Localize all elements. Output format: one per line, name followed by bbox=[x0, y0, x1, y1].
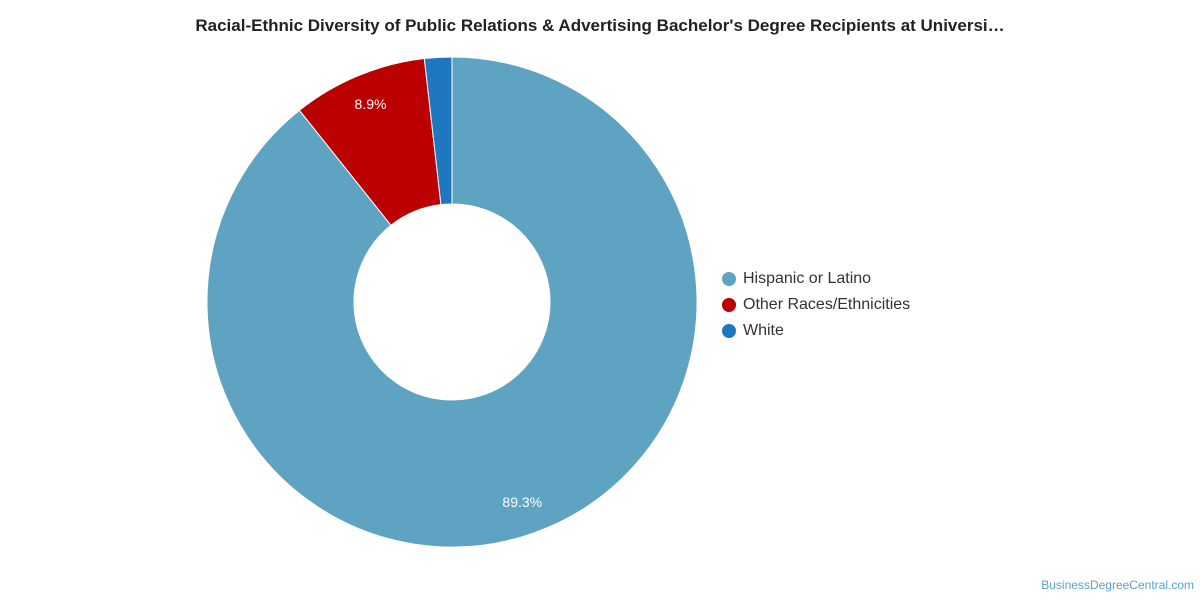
data-label-other-races-ethnicities: 8.9% bbox=[355, 96, 387, 112]
legend-label-hispanic-or-latino: Hispanic or Latino bbox=[743, 270, 872, 287]
source-watermark[interactable]: BusinessDegreeCentral.com bbox=[1041, 578, 1194, 592]
legend-swatch-other-races-ethnicities bbox=[722, 298, 736, 312]
legend-item-hispanic-or-latino[interactable]: Hispanic or Latino bbox=[722, 266, 910, 292]
legend: Hispanic or Latino Other Races/Ethniciti… bbox=[722, 266, 910, 344]
legend-item-white[interactable]: White bbox=[722, 318, 910, 344]
data-label-hispanic-or-latino: 89.3% bbox=[502, 494, 542, 510]
legend-label-white: White bbox=[743, 322, 784, 339]
legend-swatch-white bbox=[722, 324, 736, 338]
legend-item-other-races-ethnicities[interactable]: Other Races/Ethnicities bbox=[722, 292, 910, 318]
slice-white[interactable] bbox=[423, 56, 453, 206]
legend-label-other-races-ethnicities: Other Races/Ethnicities bbox=[743, 296, 911, 313]
legend-swatch-hispanic-or-latino bbox=[722, 272, 736, 286]
chart-title: Racial-Ethnic Diversity of Public Relati… bbox=[195, 16, 1005, 35]
slice-hispanic-or-latino[interactable] bbox=[206, 56, 698, 548]
